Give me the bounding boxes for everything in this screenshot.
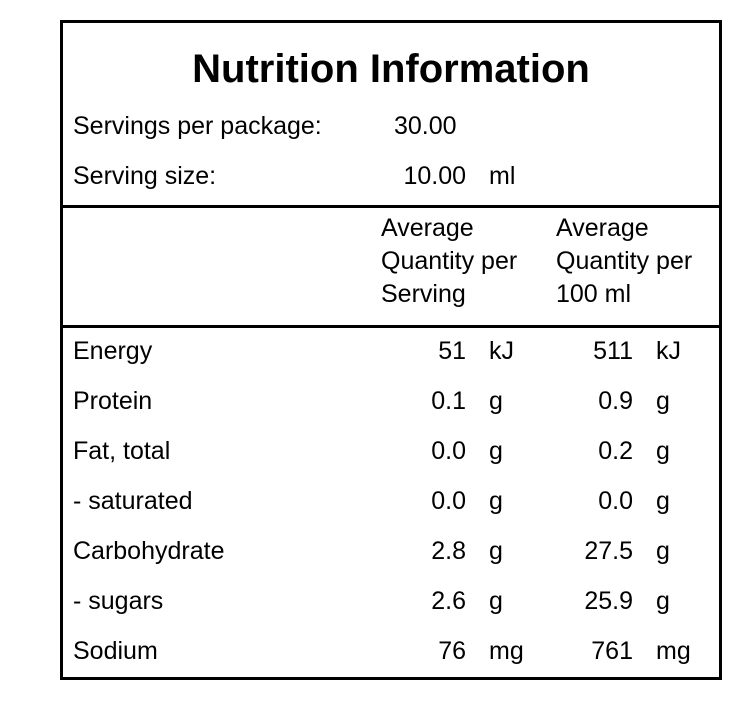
per-100-value: 0.2 (598, 437, 633, 465)
per-100-unit: g (656, 437, 670, 465)
nutrient-name: Sodium (73, 637, 158, 665)
per-100-unit: g (656, 487, 670, 515)
per-100-value: 27.5 (584, 537, 633, 565)
nutrient-name: Protein (73, 387, 153, 415)
title: Nutrition Information (192, 47, 590, 91)
per-serving-value: 76 (438, 637, 466, 665)
nutrient-name: - sugars (73, 587, 164, 615)
per-serving-value: 0.0 (431, 437, 466, 465)
column-header: Serving (381, 280, 466, 308)
per-serving-unit: g (489, 537, 503, 565)
column-header: Quantity per (556, 247, 693, 275)
per-serving-unit: g (489, 587, 503, 615)
serving-size-label: Serving size: (73, 162, 217, 190)
servings-label: Servings per package: (73, 112, 322, 140)
column-header: Quantity per (381, 247, 518, 275)
column-header: Average (381, 214, 474, 242)
per-100-value: 761 (591, 637, 633, 665)
divider (63, 325, 719, 328)
nutrient-name: - saturated (73, 487, 193, 515)
per-100-value: 0.9 (598, 387, 633, 415)
per-serving-unit: g (489, 487, 503, 515)
per-serving-value: 51 (438, 337, 466, 365)
nutrient-name: Fat, total (73, 437, 171, 465)
per-serving-unit: kJ (489, 337, 514, 365)
per-100-unit: kJ (656, 337, 681, 365)
nutrition-panel: Nutrition Information Servings per packa… (60, 20, 722, 680)
column-header: Average (556, 214, 649, 242)
column-header: 100 ml (556, 280, 632, 308)
per-100-unit: g (656, 387, 670, 415)
serving-size-unit: ml (489, 162, 516, 190)
per-serving-value: 0.1 (431, 387, 466, 415)
per-100-value: 0.0 (598, 487, 633, 515)
nutrient-name: Carbohydrate (73, 537, 225, 565)
divider (63, 205, 719, 208)
per-100-value: 25.9 (584, 587, 633, 615)
servings-value: 30.00 (394, 112, 457, 140)
per-100-value: 511 (593, 337, 633, 365)
per-100-unit: g (656, 537, 670, 565)
nutrient-name: Energy (73, 337, 153, 365)
serving-size-value: 10.00 (403, 162, 466, 190)
per-100-unit: g (656, 587, 670, 615)
per-serving-unit: g (489, 387, 503, 415)
per-serving-unit: mg (489, 637, 524, 665)
per-serving-unit: g (489, 437, 503, 465)
per-serving-value: 2.8 (431, 537, 466, 565)
per-serving-value: 2.6 (431, 587, 466, 615)
per-serving-value: 0.0 (431, 487, 466, 515)
per-100-unit: mg (656, 637, 691, 665)
